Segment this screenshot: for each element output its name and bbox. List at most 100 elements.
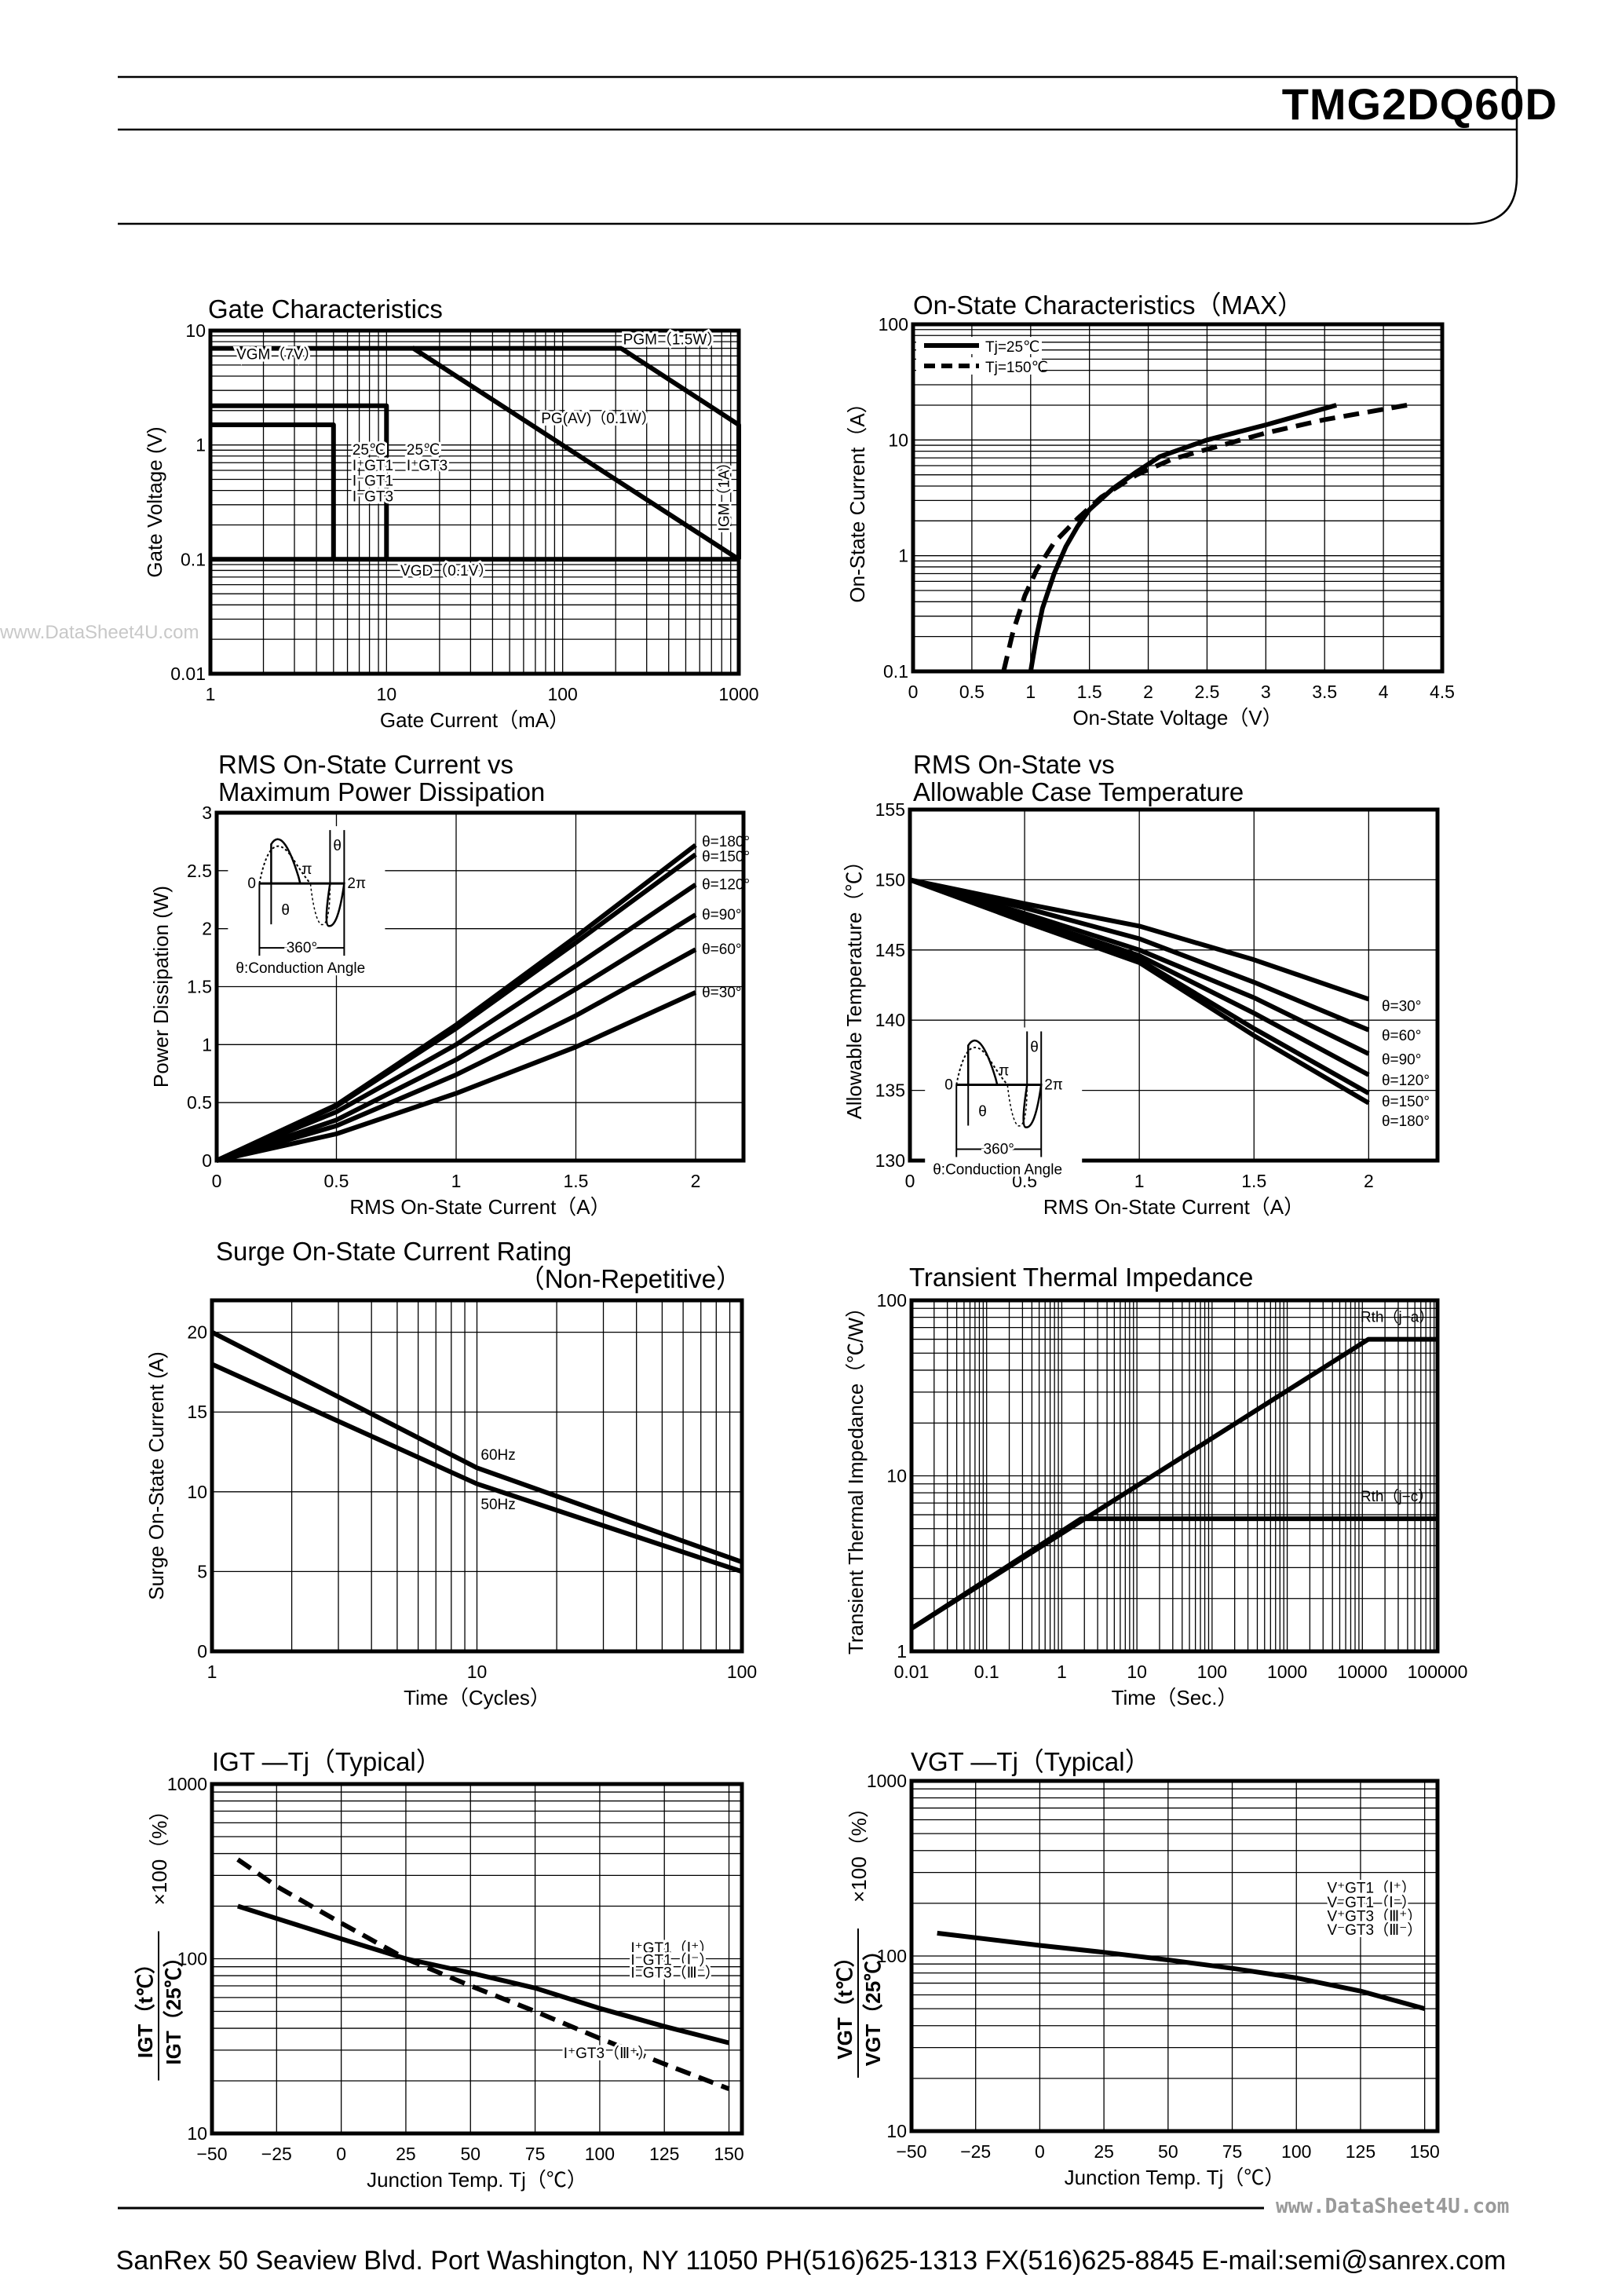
- plot-frame: [210, 1782, 744, 2136]
- series-line: [216, 912, 697, 1163]
- annotation-label: I⁺GT3: [407, 458, 448, 474]
- series-line: [216, 947, 697, 1163]
- x-tick-label: 10000: [1337, 1662, 1387, 1682]
- x-tick-label: 2: [1143, 682, 1153, 702]
- y-axis-label: Transient Thermal Impedance（℃/W）: [844, 1297, 868, 1654]
- x-tick-label: 75: [1222, 2141, 1243, 2162]
- annotation-label: IGM（1A）: [716, 455, 733, 531]
- series-label: θ=90°: [702, 907, 741, 923]
- y-label-denominator: IGT（25℃）: [162, 1947, 185, 2064]
- x-tick-label: 2: [1364, 1171, 1374, 1191]
- y-tick-label: 1: [898, 546, 908, 566]
- annotation-label: I⁻GT1: [353, 473, 393, 490]
- x-tick-label: 1000: [1267, 1662, 1307, 1682]
- annotation-label: V⁻GT1（Ⅰ⁻）: [1327, 1894, 1416, 1911]
- chart-title: Transient Thermal Impedance: [909, 1263, 1253, 1292]
- grid: [212, 1300, 742, 1651]
- annotation-label: VGD（0.1V）: [400, 562, 493, 579]
- series-label: 50Hz: [480, 1497, 515, 1513]
- annotation-label: V⁺GT3（Ⅲ⁺）: [1327, 1908, 1422, 1925]
- y-tick-label: 100: [177, 1949, 207, 1969]
- series-label: θ=60°: [1382, 1028, 1421, 1044]
- footer-address: SanRex 50 Seaview Blvd. Port Washington,…: [115, 2246, 1507, 2276]
- x-tick-label: 125: [649, 2144, 679, 2164]
- y-tick-label: 0: [197, 1641, 207, 1662]
- series-line: [215, 883, 697, 1163]
- inset-bg: [925, 1027, 1083, 1177]
- series-label: θ=90°: [1382, 1051, 1421, 1068]
- x-tick-label: 10: [377, 684, 397, 704]
- annotation-label: VGM（7V）: [236, 346, 319, 364]
- chart-title: IGT —Tj（Typical）: [212, 1747, 442, 1776]
- y-tick-label: 2: [202, 919, 212, 939]
- series-label: θ=150°: [1382, 1094, 1430, 1110]
- y-label-numerator: IGT（t℃）: [133, 1954, 157, 2058]
- series-line: [210, 345, 741, 560]
- series-label: Rth（j−c）: [1361, 1488, 1433, 1505]
- header-frame: [118, 75, 1518, 225]
- x-tick-label: 3.5: [1312, 682, 1337, 702]
- annotation-label: I⁺GT3（Ⅲ⁺）: [564, 2045, 652, 2062]
- x-tick-label: 100: [547, 684, 577, 704]
- x-tick-label: 0: [212, 1171, 222, 1191]
- plot-frame: [909, 1779, 1440, 2133]
- x-tick-label: 100: [585, 2144, 615, 2164]
- y-tick-label: 100: [879, 314, 908, 335]
- x-axis-label: Gate Current（mA）: [380, 708, 569, 732]
- plot-frame: [210, 1298, 744, 1654]
- inset-two-pi: 2π: [347, 876, 366, 892]
- y-axis-label: Surge On-State Current (A): [144, 1351, 168, 1600]
- x-tick-label: 0.1: [974, 1662, 999, 1682]
- x-tick-label: 0.5: [959, 682, 985, 702]
- x-tick-label: 25: [396, 2144, 416, 2164]
- series-line: [210, 1362, 743, 1574]
- positive-half-wave: [966, 1039, 999, 1086]
- annotation-label: 25℃: [353, 442, 385, 459]
- x-axis-label: Time（Cycles）: [404, 1686, 550, 1709]
- y-tick-label: 10: [886, 1466, 907, 1486]
- grid: [911, 1781, 1438, 2131]
- inset-bg: [228, 826, 385, 976]
- series-label: 60Hz: [480, 1447, 515, 1464]
- chart-3: 0 0.5 1 1.5 2 0 0.5 1 1.5 2 2.5 3 RMS On-State Curre…: [149, 750, 750, 1219]
- conduction-angle-inset: 0 π 2π θ θ 360° θ:Conduction Angle: [925, 1027, 1083, 1179]
- x-axis-label: RMS On-State Current（A）: [1043, 1195, 1304, 1219]
- chart-5: 1 10 100 0 5 10 15 20 Surge On-State Current Rat…: [144, 1237, 757, 1709]
- series-line: [216, 990, 697, 1163]
- series-line: [210, 403, 389, 560]
- grid: [212, 1784, 742, 2133]
- y-tick-label: 15: [187, 1402, 207, 1422]
- y-tick-label: 1: [897, 1641, 907, 1662]
- x-tick-label: 1.5: [1077, 682, 1102, 702]
- y-tick-label: 1: [202, 1034, 212, 1055]
- negative-half-wave: [325, 882, 345, 927]
- x-tick-label: 1: [207, 1662, 217, 1682]
- inset-period: 360°: [287, 940, 317, 956]
- series-label: θ=180°: [702, 834, 750, 850]
- chart-title: Surge On-State Current Rating: [216, 1237, 572, 1266]
- x-axis-label: On-State Voltage（V）: [1072, 706, 1282, 729]
- series-line: [909, 877, 1370, 1033]
- y-tick-label: 1000: [167, 1774, 207, 1794]
- series-line: [210, 422, 336, 560]
- negative-half-wave: [1022, 1084, 1043, 1128]
- x-tick-label: 10: [1127, 1662, 1147, 1682]
- x-tick-label: 0: [336, 2144, 346, 2164]
- x-axis-label: RMS On-State Current（A）: [349, 1195, 610, 1219]
- x-tick-label: 1.5: [564, 1171, 589, 1191]
- grid: [911, 1300, 1438, 1651]
- x-tick-label: 1: [451, 1171, 462, 1191]
- x-tick-label: −50: [196, 2144, 227, 2164]
- chart-title: Gate Characteristics: [208, 294, 443, 324]
- conduction-angle-inset: 0 π 2π θ θ 360° θ:Conduction Angle: [228, 826, 385, 977]
- chart-title: RMS On-State vs: [913, 750, 1115, 779]
- y-tick-label: 100: [877, 1946, 907, 1966]
- chart-title: （Non-Repetitive）: [519, 1264, 742, 1293]
- x-tick-label: 1000: [718, 684, 758, 704]
- series-label: θ=150°: [702, 849, 750, 865]
- x-tick-label: 0: [905, 1171, 915, 1191]
- y-tick-label: 145: [875, 940, 905, 960]
- y-tick-label: 100: [877, 1290, 907, 1311]
